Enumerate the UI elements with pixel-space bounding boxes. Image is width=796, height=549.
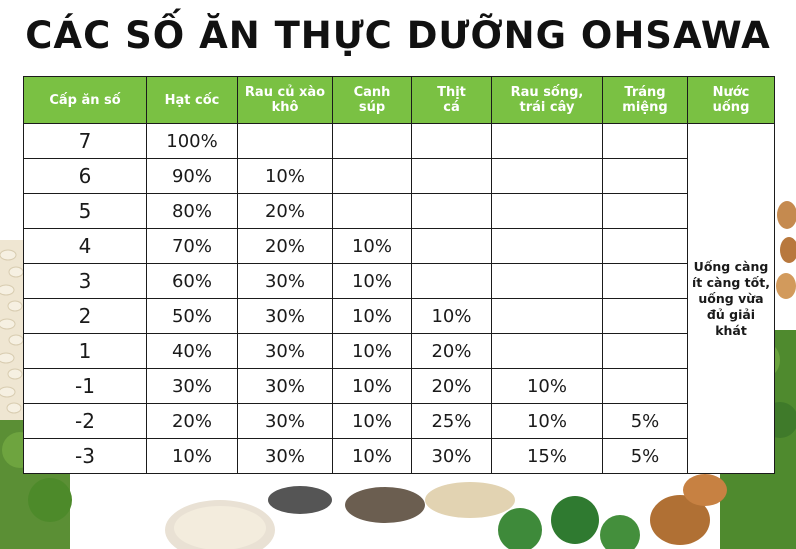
level-cell: -3 <box>23 438 147 474</box>
sesame-bowl-icon <box>165 500 275 549</box>
grains-bowl-icon <box>425 482 515 518</box>
meat-fish-cell: 10% <box>411 298 492 334</box>
header-soup: Canh súp <box>332 76 412 124</box>
raw-vegetables-fruit-cell: 10% <box>491 368 603 404</box>
table-row: 1 40% 30% 10% 20% <box>23 333 775 369</box>
raw-vegetables-fruit-cell <box>491 298 603 334</box>
sauteed-vegetables-cell: 30% <box>237 438 333 474</box>
dessert-cell: 5% <box>602 438 688 474</box>
meat-fish-cell: 30% <box>411 438 492 474</box>
grains-cell: 50% <box>146 298 238 334</box>
grains-cell: 80% <box>146 193 238 229</box>
header-raw-vegetables-fruit: Rau sống, trái cây <box>491 76 603 124</box>
meat-fish-cell <box>411 228 492 264</box>
sauteed-vegetables-cell: 30% <box>237 403 333 439</box>
table-row: 5 80% 20% <box>23 193 775 229</box>
soup-cell: 10% <box>332 403 412 439</box>
raw-vegetables-fruit-cell <box>491 263 603 299</box>
dried-fruit-icon <box>650 474 727 545</box>
chia-bowl-icon <box>268 486 425 523</box>
grains-cell: 70% <box>146 228 238 264</box>
diet-table: Cấp ăn số Hạt cốc Rau củ xào khô Canh sú… <box>23 76 775 474</box>
table-row: 4 70% 20% 10% <box>23 228 775 264</box>
table-row: -2 20% 30% 10% 25% 10% 5% <box>23 403 775 439</box>
meat-fish-cell: 25% <box>411 403 492 439</box>
almonds-icon <box>776 201 796 299</box>
dessert-cell <box>602 263 688 299</box>
meat-fish-cell <box>411 158 492 194</box>
sauteed-vegetables-cell: 30% <box>237 333 333 369</box>
header-drink: Nước uống <box>687 76 775 124</box>
meat-fish-cell <box>411 263 492 299</box>
meat-fish-cell <box>411 123 492 159</box>
soup-cell: 10% <box>332 263 412 299</box>
sauteed-vegetables-cell: 30% <box>237 368 333 404</box>
raw-vegetables-fruit-cell <box>491 193 603 229</box>
sauteed-vegetables-cell: 10% <box>237 158 333 194</box>
level-cell: 1 <box>23 333 147 369</box>
raw-vegetables-fruit-cell <box>491 228 603 264</box>
raw-vegetables-fruit-cell: 10% <box>491 403 603 439</box>
dessert-cell <box>602 158 688 194</box>
grains-cell: 40% <box>146 333 238 369</box>
table-row: 6 90% 10% <box>23 158 775 194</box>
meat-fish-cell: 20% <box>411 333 492 369</box>
meat-fish-cell: 20% <box>411 368 492 404</box>
header-dessert: Tráng miệng <box>602 76 688 124</box>
table-header-row: Cấp ăn số Hạt cốc Rau củ xào khô Canh sú… <box>23 76 775 124</box>
beans-icon <box>0 240 24 420</box>
grains-cell: 60% <box>146 263 238 299</box>
raw-vegetables-fruit-cell <box>491 333 603 369</box>
table-row: -3 10% 30% 10% 30% 15% 5% <box>23 438 775 474</box>
level-cell: 6 <box>23 158 147 194</box>
level-cell: 7 <box>23 123 147 159</box>
soup-cell: 10% <box>332 333 412 369</box>
header-grains: Hạt cốc <box>146 76 238 124</box>
grains-cell: 20% <box>146 403 238 439</box>
soup-cell <box>332 193 412 229</box>
dessert-cell <box>602 333 688 369</box>
level-cell: 3 <box>23 263 147 299</box>
dessert-cell <box>602 193 688 229</box>
header-meat-fish: Thịt cá <box>411 76 492 124</box>
dessert-cell <box>602 123 688 159</box>
page-title: CÁC SỐ ĂN THỰC DƯỠNG OHSAWA <box>25 14 771 57</box>
raw-vegetables-fruit-cell <box>491 123 603 159</box>
raw-vegetables-fruit-cell: 15% <box>491 438 603 474</box>
soup-cell: 10% <box>332 228 412 264</box>
meat-fish-cell <box>411 193 492 229</box>
dessert-cell <box>602 298 688 334</box>
sauteed-vegetables-cell <box>237 123 333 159</box>
table-row: 2 50% 30% 10% 10% <box>23 298 775 334</box>
grains-cell: 100% <box>146 123 238 159</box>
header-level: Cấp ăn số <box>23 76 147 124</box>
water-note-cell: Uống càng ít càng tốt, uống vừa đủ giải … <box>687 123 775 474</box>
broccoli-icon <box>498 496 640 549</box>
soup-cell <box>332 123 412 159</box>
level-cell: 5 <box>23 193 147 229</box>
table-row: 7 100% Uống càng ít càng tốt, uống vừa đ… <box>23 123 775 474</box>
sauteed-vegetables-cell: 30% <box>237 263 333 299</box>
level-cell: 2 <box>23 298 147 334</box>
soup-cell <box>332 158 412 194</box>
level-cell: -2 <box>23 403 147 439</box>
sauteed-vegetables-cell: 30% <box>237 298 333 334</box>
sauteed-vegetables-cell: 20% <box>237 193 333 229</box>
header-sauteed-vegetables: Rau củ xào khô <box>237 76 333 124</box>
table-row: 3 60% 30% 10% <box>23 263 775 299</box>
grains-cell: 90% <box>146 158 238 194</box>
dessert-cell <box>602 368 688 404</box>
table-row: -1 30% 30% 10% 20% 10% <box>23 368 775 404</box>
dessert-cell: 5% <box>602 403 688 439</box>
dessert-cell <box>602 228 688 264</box>
raw-vegetables-fruit-cell <box>491 158 603 194</box>
grains-cell: 10% <box>146 438 238 474</box>
soup-cell: 10% <box>332 438 412 474</box>
sauteed-vegetables-cell: 20% <box>237 228 333 264</box>
soup-cell: 10% <box>332 298 412 334</box>
level-cell: 4 <box>23 228 147 264</box>
level-cell: -1 <box>23 368 147 404</box>
soup-cell: 10% <box>332 368 412 404</box>
grains-cell: 30% <box>146 368 238 404</box>
